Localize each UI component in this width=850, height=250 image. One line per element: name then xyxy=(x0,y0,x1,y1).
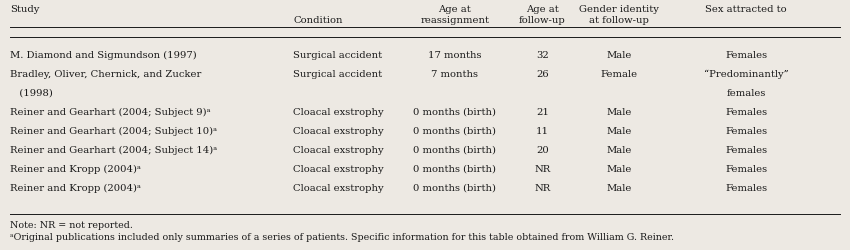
Text: Females: Females xyxy=(725,164,768,173)
Text: follow-up: follow-up xyxy=(518,16,565,25)
Text: 0 months (birth): 0 months (birth) xyxy=(413,126,496,136)
Text: 0 months (birth): 0 months (birth) xyxy=(413,146,496,154)
Text: NR: NR xyxy=(534,164,551,173)
Text: Male: Male xyxy=(606,126,632,136)
Text: reassignment: reassignment xyxy=(420,16,490,25)
Text: Male: Male xyxy=(606,108,632,116)
Text: Study: Study xyxy=(10,5,40,14)
Text: Gender identity: Gender identity xyxy=(579,5,659,14)
Text: Reiner and Gearhart (2004; Subject 9)ᵃ: Reiner and Gearhart (2004; Subject 9)ᵃ xyxy=(10,108,211,117)
Text: Females: Females xyxy=(725,108,768,116)
Text: females: females xyxy=(727,89,766,98)
Text: Sex attracted to: Sex attracted to xyxy=(706,5,787,14)
Text: 0 months (birth): 0 months (birth) xyxy=(413,183,496,192)
Text: 20: 20 xyxy=(536,146,548,154)
Text: Cloacal exstrophy: Cloacal exstrophy xyxy=(293,146,384,154)
Text: Note: NR = not reported.: Note: NR = not reported. xyxy=(10,220,133,229)
Text: M. Diamond and Sigmundson (1997): M. Diamond and Sigmundson (1997) xyxy=(10,51,197,60)
Text: Bradley, Oliver, Chernick, and Zucker: Bradley, Oliver, Chernick, and Zucker xyxy=(10,70,201,79)
Text: NR: NR xyxy=(534,183,551,192)
Text: 0 months (birth): 0 months (birth) xyxy=(413,108,496,116)
Text: Reiner and Gearhart (2004; Subject 10)ᵃ: Reiner and Gearhart (2004; Subject 10)ᵃ xyxy=(10,126,218,136)
Text: 32: 32 xyxy=(536,51,548,60)
Text: Surgical accident: Surgical accident xyxy=(293,70,382,79)
Text: Condition: Condition xyxy=(293,16,343,25)
Text: Male: Male xyxy=(606,51,632,60)
Text: 21: 21 xyxy=(536,108,549,116)
Text: 11: 11 xyxy=(536,126,549,136)
Text: (1998): (1998) xyxy=(10,89,53,98)
Text: Cloacal exstrophy: Cloacal exstrophy xyxy=(293,108,384,116)
Text: 7 months: 7 months xyxy=(431,70,479,79)
Text: Age at: Age at xyxy=(526,5,558,14)
Text: Cloacal exstrophy: Cloacal exstrophy xyxy=(293,183,384,192)
Text: Male: Male xyxy=(606,146,632,154)
Text: 0 months (birth): 0 months (birth) xyxy=(413,164,496,173)
Text: 26: 26 xyxy=(536,70,548,79)
Text: Cloacal exstrophy: Cloacal exstrophy xyxy=(293,164,384,173)
Text: Females: Females xyxy=(725,146,768,154)
Text: Reiner and Kropp (2004)ᵃ: Reiner and Kropp (2004)ᵃ xyxy=(10,164,141,173)
Text: ᵃOriginal publications included only summaries of a series of patients. Specific: ᵃOriginal publications included only sum… xyxy=(10,232,674,241)
Text: Female: Female xyxy=(600,70,638,79)
Text: Reiner and Kropp (2004)ᵃ: Reiner and Kropp (2004)ᵃ xyxy=(10,183,141,192)
Text: Females: Females xyxy=(725,51,768,60)
Text: Male: Male xyxy=(606,183,632,192)
Text: at follow-up: at follow-up xyxy=(589,16,649,25)
Text: Male: Male xyxy=(606,164,632,173)
Text: 17 months: 17 months xyxy=(428,51,481,60)
Text: Cloacal exstrophy: Cloacal exstrophy xyxy=(293,126,384,136)
Text: “Predominantly”: “Predominantly” xyxy=(704,70,789,79)
Text: Surgical accident: Surgical accident xyxy=(293,51,382,60)
Text: Age at: Age at xyxy=(439,5,471,14)
Text: Females: Females xyxy=(725,183,768,192)
Text: Reiner and Gearhart (2004; Subject 14)ᵃ: Reiner and Gearhart (2004; Subject 14)ᵃ xyxy=(10,146,218,154)
Text: Females: Females xyxy=(725,126,768,136)
